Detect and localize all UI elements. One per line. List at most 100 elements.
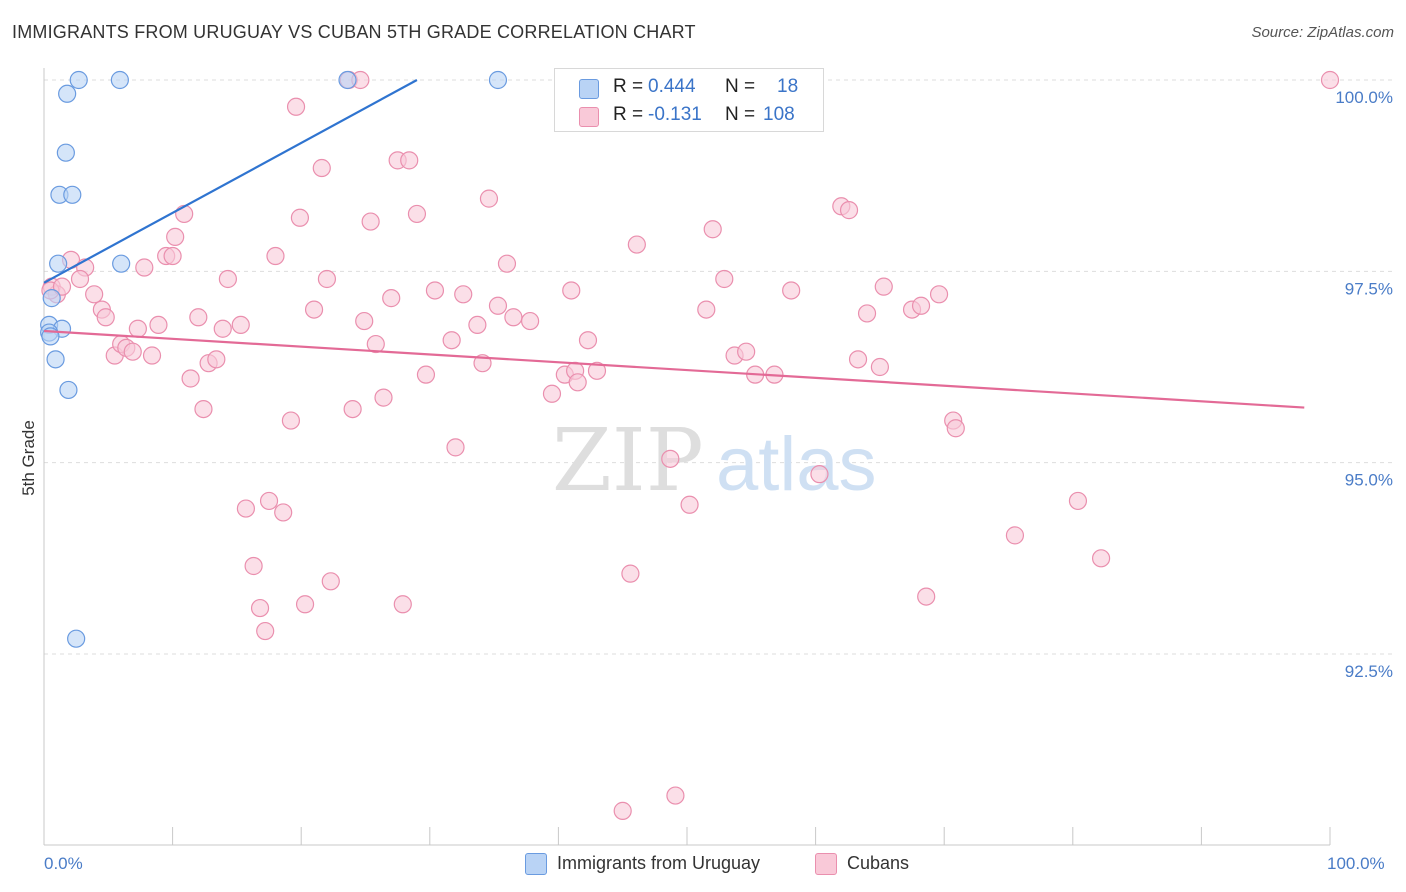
cubans-point [407, 204, 427, 224]
cubans-point [400, 151, 419, 170]
cubans-point [488, 296, 508, 315]
cubans-point [321, 572, 340, 591]
cubans-point [504, 308, 523, 327]
cubans-point [521, 311, 540, 331]
cubans-point [366, 334, 385, 354]
uruguay-point [112, 254, 131, 273]
cubans-point [782, 281, 801, 300]
cubans-point [266, 246, 285, 266]
cubans-point [1068, 491, 1088, 511]
cubans-point [244, 556, 263, 576]
cubans-point [393, 595, 412, 614]
cubans-point [1320, 70, 1340, 90]
cubans-point [175, 204, 194, 224]
uruguay-point [56, 143, 75, 162]
cubans-point [207, 350, 226, 369]
cubans-point [737, 342, 756, 361]
cubans-point [468, 315, 487, 335]
cubans-point [1005, 526, 1025, 545]
cubans-point [666, 786, 685, 805]
y-tick-label: 97.5% [1345, 279, 1393, 298]
uruguay-point [110, 70, 129, 90]
cubans-point [697, 300, 716, 319]
cubans-point [361, 212, 380, 231]
legend-row-uruguay: R = 0.444 N = 18 [555, 73, 823, 101]
cubans-point [917, 587, 936, 606]
watermark-zip: ZIP [552, 411, 704, 511]
uruguay-points [40, 70, 508, 648]
legend-row-cubans: R = -0.131 N = 108 [555, 101, 823, 129]
cubans-point [1091, 549, 1111, 568]
cubans-point [96, 308, 115, 327]
cubans-point [295, 595, 315, 614]
cubans-point [946, 419, 965, 438]
cubans-point [312, 158, 331, 178]
cubans-point [290, 208, 310, 227]
cubans-point [128, 319, 147, 338]
cubans-point [343, 399, 362, 419]
cubans-point [166, 227, 185, 246]
uruguay-point [63, 185, 82, 204]
cubans-point [286, 97, 306, 116]
cubans-point [142, 346, 162, 365]
watermark-atlas: atlas [716, 422, 877, 507]
cubans-point [848, 350, 868, 369]
cubans-point [416, 365, 436, 384]
cubans-point [281, 411, 301, 430]
trend-lines [43, 79, 1305, 409]
legend-swatch-uruguay [525, 853, 547, 875]
cubans-point [479, 189, 499, 208]
legend-n-label: N = [725, 76, 756, 97]
cubans-point [425, 281, 445, 300]
cubans-point [355, 311, 374, 331]
cubans-point [52, 277, 72, 296]
cubans-point [587, 361, 607, 380]
cubans-point [163, 246, 182, 266]
legend-label-uruguay: Immigrants from Uruguay [557, 853, 761, 873]
y-tick-label: 92.5% [1345, 662, 1393, 681]
cubans-point [874, 277, 893, 296]
legend-n-value: 18 [777, 76, 799, 97]
cubans-point [213, 319, 232, 338]
chart-title: IMMIGRANTS FROM URUGUAY VS CUBAN 5TH GRA… [12, 22, 696, 42]
legend-swatch-cubans [579, 107, 599, 127]
cubans-point [542, 384, 562, 403]
cubans-point [680, 495, 699, 514]
cubans-point [218, 269, 237, 289]
y-tick-label: 100.0% [1335, 88, 1393, 107]
cubans-point [613, 801, 632, 820]
x-ticks [43, 827, 1331, 845]
cubans-point [562, 281, 581, 300]
uruguay-point [46, 350, 65, 369]
legend-label-cubans: Cubans [847, 853, 910, 873]
cubans-point [454, 285, 473, 304]
uruguay-point [67, 629, 86, 648]
cubans-trend-line [43, 329, 1305, 409]
cubans-point [446, 438, 465, 457]
uruguay-point [69, 70, 88, 90]
cubans-point [374, 388, 393, 407]
cubans-point [256, 621, 275, 641]
uruguay-point [338, 70, 357, 90]
cubans-point [189, 308, 208, 327]
cubans-point [627, 235, 646, 254]
uruguay-point [49, 254, 68, 273]
cubans-point [810, 465, 829, 484]
uruguay-point [59, 380, 78, 400]
cubans-point [149, 315, 168, 335]
uruguay-trend-line [43, 79, 418, 284]
cubans-point [317, 269, 337, 289]
cubans-point [259, 491, 279, 511]
cubans-point [661, 449, 680, 468]
cubans-point [870, 357, 890, 377]
y-tick-labels: 92.5% 95.0% 97.5% 100.0% [1335, 88, 1393, 681]
series-legend: Immigrants from Uruguay Cubans [0, 852, 1406, 878]
cubans-point [194, 399, 213, 419]
x-tick-label-min: 0.0% [44, 854, 83, 873]
uruguay-point [488, 70, 508, 90]
legend-r-value: 0.444 [648, 76, 696, 97]
cubans-point [304, 300, 324, 319]
cubans-point [839, 201, 859, 220]
cubans-point [621, 564, 640, 583]
